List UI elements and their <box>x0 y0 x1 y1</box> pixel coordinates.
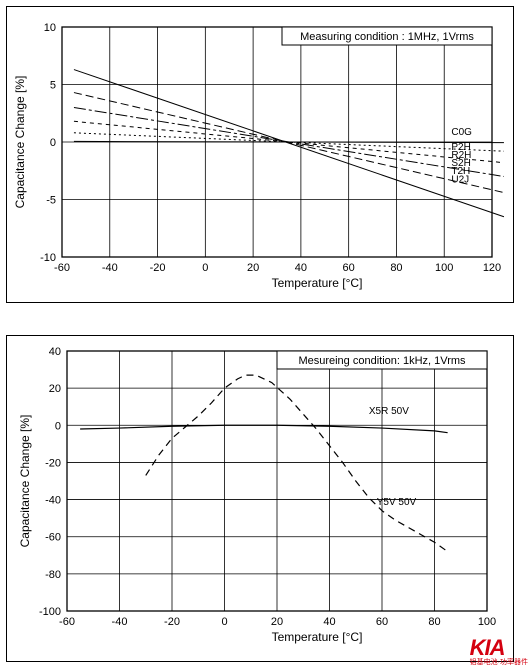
svg-text:10: 10 <box>44 22 56 34</box>
svg-text:-40: -40 <box>112 616 128 628</box>
svg-text:X5R 50V: X5R 50V <box>369 406 409 417</box>
svg-text:Capacitance Change [%]: Capacitance Change [%] <box>13 76 27 209</box>
logo-subtext: 铝基电池·功率器件 <box>470 657 528 667</box>
svg-text:40: 40 <box>295 262 307 274</box>
svg-text:20: 20 <box>271 616 283 628</box>
svg-text:-40: -40 <box>102 262 118 274</box>
svg-text:120: 120 <box>483 262 501 274</box>
svg-text:-5: -5 <box>46 195 56 207</box>
svg-text:0: 0 <box>50 137 56 149</box>
svg-text:100: 100 <box>478 616 496 628</box>
svg-text:-20: -20 <box>164 616 180 628</box>
svg-text:-60: -60 <box>54 262 70 274</box>
svg-text:0: 0 <box>55 420 61 432</box>
svg-text:Temperature [°C]: Temperature [°C] <box>272 276 363 290</box>
svg-text:-20: -20 <box>45 457 61 469</box>
svg-text:Temperature [°C]: Temperature [°C] <box>272 630 363 644</box>
svg-text:-60: -60 <box>59 616 75 628</box>
svg-text:80: 80 <box>390 262 402 274</box>
chart1-box: -60 -40 -20 0 20 40 60 80 100 120 -10 -5 0 5 10 Measuri… <box>6 6 514 303</box>
svg-text:-80: -80 <box>45 569 61 581</box>
svg-text:0: 0 <box>221 616 227 628</box>
brand-logo: KIA 铝基电池·功率器件 <box>470 635 528 667</box>
svg-text:40: 40 <box>323 616 335 628</box>
chart2-box: -60 -40 -20 0 20 40 60 80 100 -100 -80 -60 -40 -20 0 20… <box>6 335 514 662</box>
page: -60 -40 -20 0 20 40 60 80 100 120 -10 -5 0 5 10 Measuri… <box>0 0 530 667</box>
svg-text:-60: -60 <box>45 532 61 544</box>
svg-text:60: 60 <box>376 616 388 628</box>
svg-text:U2J: U2J <box>451 174 469 185</box>
svg-text:Measuring condition : 1MHz, 1V: Measuring condition : 1MHz, 1Vrms <box>300 31 474 43</box>
svg-text:-40: -40 <box>45 495 61 507</box>
svg-text:20: 20 <box>49 383 61 395</box>
svg-text:20: 20 <box>247 262 259 274</box>
chart2-wrapper: -60 -40 -20 0 20 40 60 80 100 -100 -80 -60 -40 -20 0 20… <box>0 329 520 668</box>
chart1-wrapper: -60 -40 -20 0 20 40 60 80 100 120 -10 -5 0 5 10 Measuri… <box>0 0 520 309</box>
svg-text:0: 0 <box>202 262 208 274</box>
svg-text:Mesureing condition: 1kHz, 1Vr: Mesureing condition: 1kHz, 1Vrms <box>298 355 466 367</box>
svg-text:100: 100 <box>435 262 453 274</box>
svg-text:60: 60 <box>343 262 355 274</box>
chart1-svg: -60 -40 -20 0 20 40 60 80 100 120 -10 -5 0 5 10 Measuri… <box>7 7 517 297</box>
svg-text:-10: -10 <box>40 252 56 264</box>
svg-text:-20: -20 <box>150 262 166 274</box>
svg-text:-100: -100 <box>39 606 61 618</box>
svg-text:80: 80 <box>428 616 440 628</box>
chart2-svg: -60 -40 -20 0 20 40 60 80 100 -100 -80 -60 -40 -20 0 20… <box>7 336 517 656</box>
svg-text:40: 40 <box>49 346 61 358</box>
svg-text:Capacitance Change [%]: Capacitance Change [%] <box>18 415 32 548</box>
svg-text:Y5V 50V: Y5V 50V <box>377 497 417 508</box>
svg-text:5: 5 <box>50 80 56 92</box>
svg-text:C0G: C0G <box>451 127 472 138</box>
